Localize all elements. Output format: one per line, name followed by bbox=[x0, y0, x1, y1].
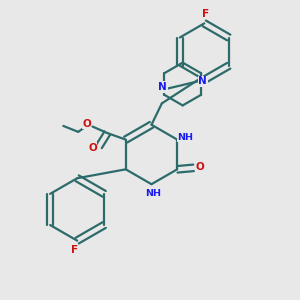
Text: F: F bbox=[202, 9, 209, 19]
Text: N: N bbox=[158, 82, 167, 92]
Text: O: O bbox=[196, 162, 205, 172]
Text: NH: NH bbox=[145, 189, 161, 198]
Text: N: N bbox=[198, 76, 207, 86]
Text: O: O bbox=[82, 118, 91, 128]
Text: F: F bbox=[70, 245, 78, 255]
Text: NH: NH bbox=[178, 133, 194, 142]
Text: O: O bbox=[88, 143, 97, 153]
